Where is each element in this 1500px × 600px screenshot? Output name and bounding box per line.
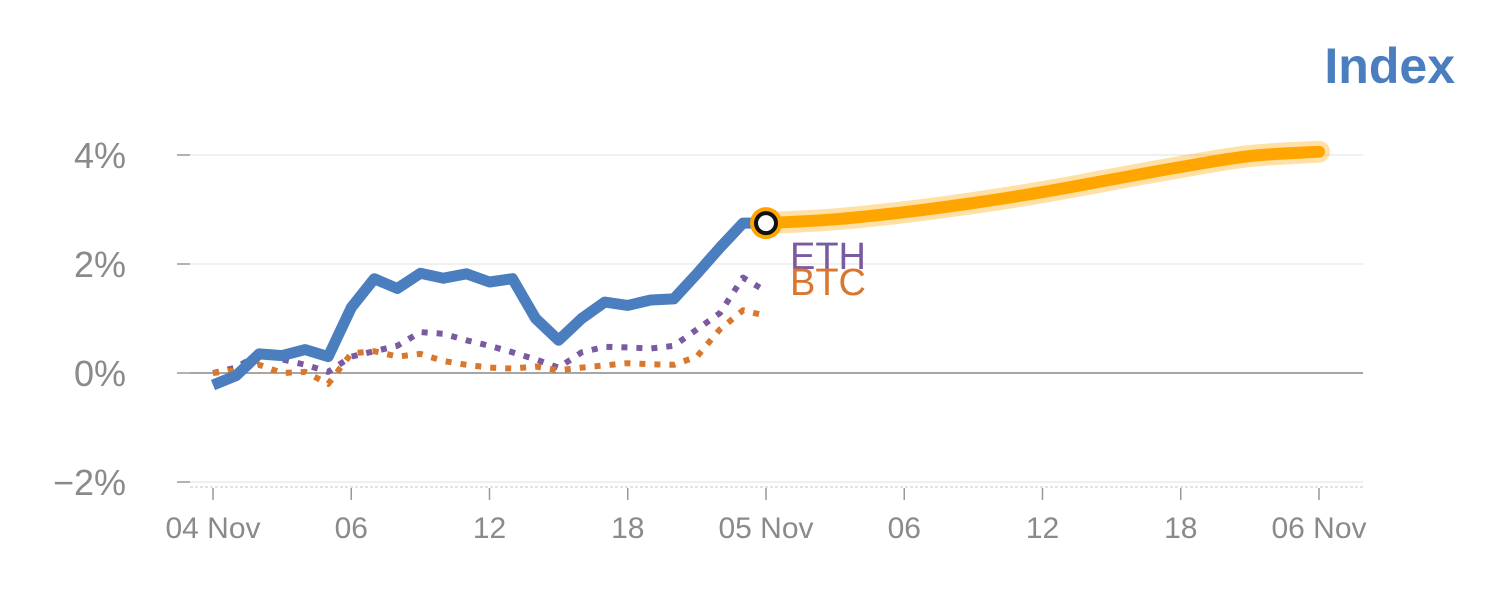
- x-axis: 04 Nov 06 12 18 05 Nov 06 12 18 06 Nov: [165, 486, 1367, 545]
- x-tick-label: 18: [1164, 512, 1197, 545]
- y-tick-label: −2%: [53, 462, 126, 503]
- x-tick-label: 12: [1026, 512, 1059, 545]
- btc-line: [212, 307, 767, 387]
- series-lines: [210, 140, 1330, 391]
- index-line: [210, 217, 766, 391]
- y-tick-label: 2%: [74, 244, 126, 285]
- chart-title: Index: [1324, 38, 1455, 94]
- x-tick-label: 05 Nov: [718, 512, 813, 545]
- x-tick-label: 06: [335, 512, 368, 545]
- marker-inner: [754, 211, 778, 236]
- x-tick-label: 18: [611, 512, 644, 545]
- grid-lines: [190, 154, 1363, 483]
- current-value-marker: [750, 207, 782, 240]
- x-tick-label: 04 Nov: [165, 512, 260, 545]
- x-tick-label: 06: [888, 512, 921, 545]
- x-tick-label: 06 Nov: [1271, 512, 1366, 545]
- x-tick-label: 12: [473, 512, 506, 545]
- y-axis: −2% 0% 2% 4%: [53, 135, 190, 503]
- series-label-eth: ETH: [790, 236, 866, 278]
- y-tick-label: 0%: [74, 353, 126, 394]
- forecast-line: [760, 145, 1325, 230]
- series-label-btc: BTC: [790, 262, 866, 304]
- y-tick-label: 4%: [74, 135, 126, 176]
